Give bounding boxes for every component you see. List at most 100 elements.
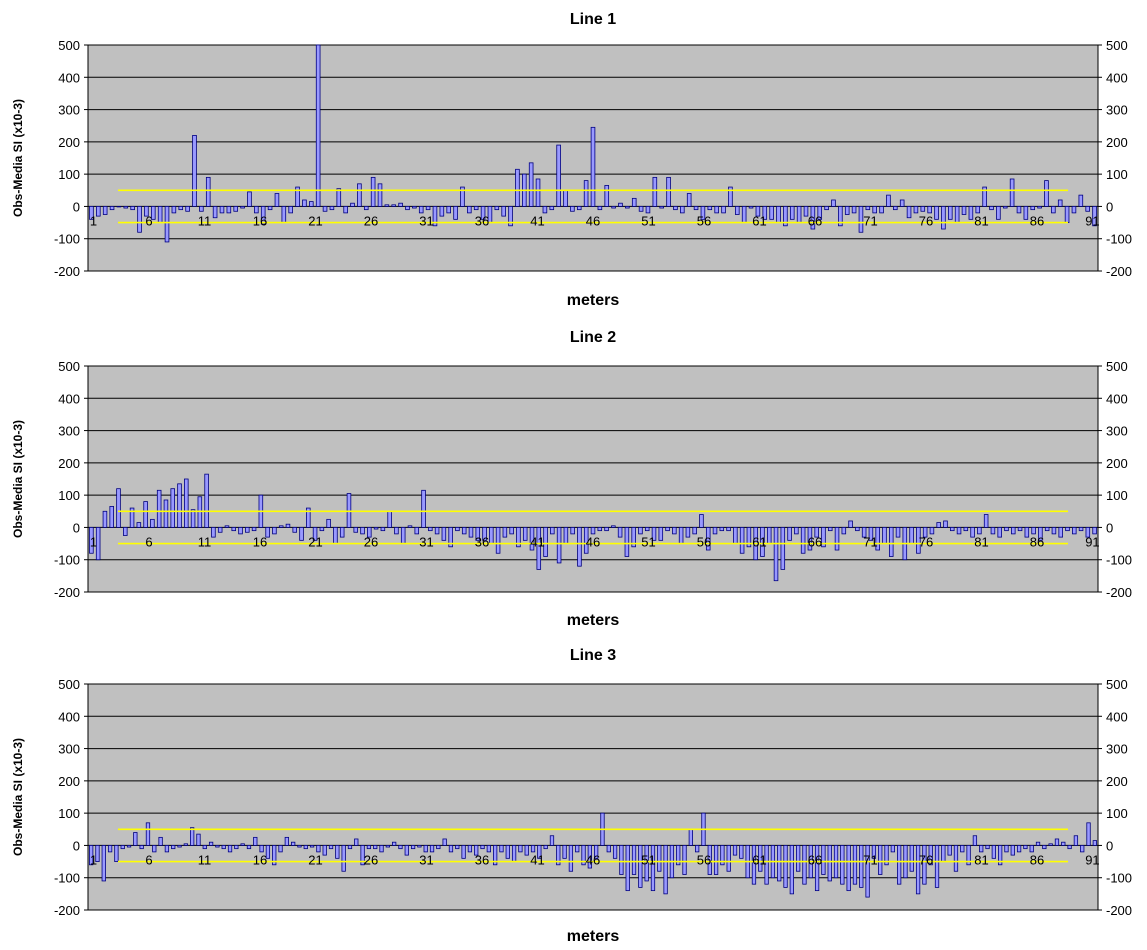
bar bbox=[755, 206, 761, 217]
bar bbox=[899, 199, 905, 207]
y-tick-label-right: 0 bbox=[1106, 520, 1113, 535]
x-tick-label: 76 bbox=[919, 534, 933, 549]
bar bbox=[713, 845, 719, 875]
x-tick-label: 86 bbox=[1030, 852, 1044, 867]
bar bbox=[170, 488, 175, 528]
x-tick-label: 76 bbox=[919, 213, 933, 228]
x-tick-label: 66 bbox=[808, 852, 822, 867]
y-tick-label-right: -200 bbox=[1106, 264, 1132, 279]
bar bbox=[448, 845, 454, 853]
bar bbox=[721, 206, 726, 214]
bar bbox=[524, 845, 529, 856]
bar bbox=[185, 206, 190, 212]
bar bbox=[291, 841, 296, 846]
bar bbox=[934, 206, 939, 220]
bar bbox=[989, 206, 994, 211]
bar bbox=[315, 44, 321, 207]
bar bbox=[536, 527, 542, 570]
bar bbox=[875, 527, 880, 551]
bar bbox=[638, 527, 643, 535]
bar bbox=[265, 845, 271, 859]
bar bbox=[570, 527, 575, 535]
bar bbox=[949, 527, 955, 532]
bar bbox=[764, 845, 769, 885]
bar bbox=[929, 527, 935, 535]
bar bbox=[563, 189, 568, 207]
bar bbox=[480, 206, 486, 220]
bar bbox=[505, 845, 510, 859]
y-tick-label-left: 100 bbox=[58, 167, 80, 182]
bar bbox=[707, 845, 712, 875]
bar bbox=[852, 845, 858, 885]
bar bbox=[1058, 527, 1063, 538]
bar bbox=[972, 835, 978, 846]
bar bbox=[453, 206, 458, 220]
x-tick-label: 31 bbox=[419, 213, 433, 228]
bar bbox=[840, 845, 845, 885]
bar bbox=[204, 473, 209, 528]
bar bbox=[177, 483, 182, 528]
bar bbox=[954, 206, 960, 223]
bar bbox=[518, 845, 523, 853]
bar bbox=[333, 527, 338, 544]
bar bbox=[890, 845, 895, 853]
bar bbox=[150, 518, 155, 528]
bar bbox=[758, 845, 763, 872]
bar bbox=[619, 845, 624, 875]
bar bbox=[434, 527, 440, 535]
x-tick-label: 16 bbox=[253, 534, 267, 549]
bar bbox=[322, 206, 328, 212]
bar bbox=[1092, 206, 1097, 227]
bar bbox=[145, 822, 151, 846]
bar bbox=[528, 162, 534, 207]
x-tick-label: 61 bbox=[752, 534, 766, 549]
bar bbox=[404, 845, 409, 856]
bar bbox=[414, 527, 420, 535]
bar bbox=[322, 845, 327, 856]
bar bbox=[1092, 840, 1097, 846]
bar bbox=[1011, 527, 1016, 535]
bar bbox=[316, 845, 321, 853]
y-tick-label-right: 100 bbox=[1106, 167, 1128, 182]
bar bbox=[916, 527, 921, 554]
bar bbox=[983, 514, 989, 528]
x-tick-label: 21 bbox=[308, 534, 322, 549]
chart-title: Line 3 bbox=[570, 647, 616, 664]
bar bbox=[861, 527, 867, 538]
bar bbox=[385, 845, 390, 848]
bar bbox=[998, 845, 1003, 866]
bar bbox=[493, 845, 498, 866]
bar bbox=[326, 518, 331, 528]
bar bbox=[941, 845, 946, 862]
bar bbox=[611, 525, 616, 528]
bar bbox=[502, 527, 508, 538]
y-tick-label-left: 200 bbox=[58, 774, 80, 789]
bar bbox=[1080, 845, 1085, 853]
chart-line-3: 500 500 400 400 300 300 200 200 100 100 0 0 -100 -100… bbox=[0, 636, 1147, 950]
bar bbox=[1024, 527, 1030, 538]
bar bbox=[751, 845, 757, 885]
chart-line-2: 500 500 400 400 300 300 200 200 100 100 0 0 -100 -100… bbox=[0, 318, 1147, 636]
x-axis-label: meters bbox=[567, 612, 620, 629]
chart-title: Line 2 bbox=[570, 329, 616, 346]
bar bbox=[865, 206, 871, 211]
bar bbox=[163, 499, 169, 528]
bar bbox=[581, 845, 586, 866]
bar bbox=[339, 527, 345, 538]
bar bbox=[872, 206, 877, 214]
bar bbox=[728, 186, 733, 207]
bar bbox=[253, 836, 258, 846]
bar bbox=[392, 841, 397, 846]
plot-area bbox=[88, 684, 1098, 910]
bar bbox=[423, 845, 428, 853]
bar bbox=[824, 206, 829, 211]
bar bbox=[1071, 206, 1077, 214]
x-tick-label: 6 bbox=[145, 534, 152, 549]
y-tick-label-left: -200 bbox=[54, 585, 80, 600]
x-tick-label: 91 bbox=[1085, 852, 1099, 867]
bar bbox=[879, 206, 884, 214]
bar bbox=[680, 206, 685, 214]
bar bbox=[116, 488, 121, 528]
bar bbox=[562, 845, 567, 859]
bar bbox=[920, 206, 926, 212]
